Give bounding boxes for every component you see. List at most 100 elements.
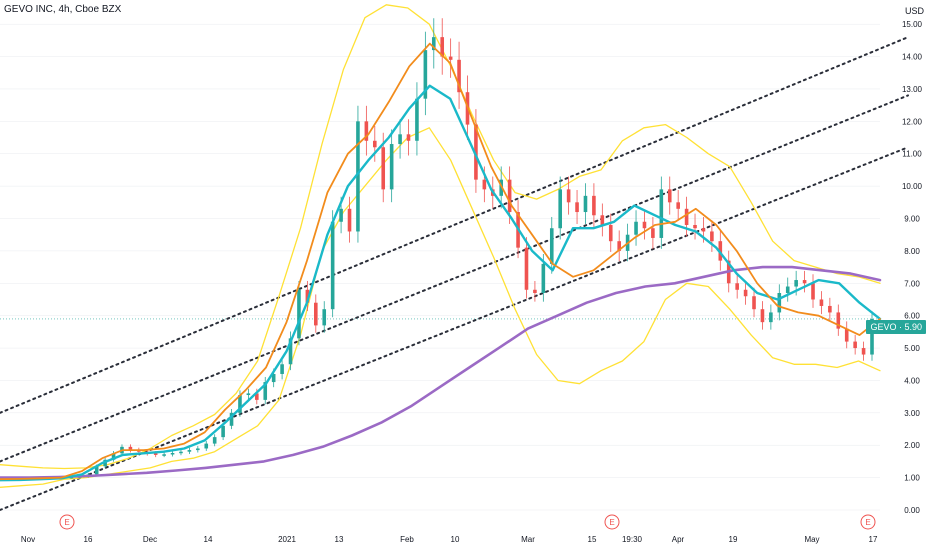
candle-body (314, 302, 318, 326)
candle-body (651, 228, 655, 238)
candle-body (111, 453, 116, 460)
candle-body (777, 293, 782, 313)
candle-body (406, 134, 411, 141)
y-tick-label: 10.00 (902, 182, 923, 191)
x-tick-label: 15 (588, 535, 597, 544)
candle-body (482, 179, 487, 190)
candle-body (221, 425, 225, 438)
candle-body (448, 56, 453, 60)
current-price-tag: GEVO · 5.90 (866, 320, 926, 334)
y-tick-label: 11.00 (902, 150, 922, 159)
candle-body (541, 263, 546, 294)
candle-body (794, 280, 798, 287)
candle-body (507, 179, 512, 213)
y-tick-label: 4.00 (904, 376, 920, 385)
trend-line-3 (0, 146, 909, 511)
candle-body (246, 393, 251, 396)
x-tick-label: 14 (204, 535, 213, 544)
ma-mid-line (0, 84, 882, 482)
candle-body (592, 195, 596, 216)
x-tick-label: 2021 (278, 535, 296, 544)
y-tick-label: 14.00 (902, 53, 923, 62)
trend-line-2 (0, 94, 909, 463)
earnings-marker (604, 514, 620, 530)
candle-body (431, 37, 436, 51)
candle-body (238, 395, 242, 413)
candle-body (179, 451, 183, 454)
y-tick-label: 5.00 (904, 344, 920, 353)
candle-body (853, 341, 857, 349)
y-tick-label: 1.00 (904, 474, 920, 483)
candle-body (533, 289, 537, 294)
y-tick-label: 9.00 (904, 215, 920, 224)
y-tick-label: 3.00 (904, 409, 920, 418)
candle-body (566, 189, 571, 203)
candle-body (549, 228, 554, 264)
earnings-marker-label: E (865, 518, 870, 527)
candle-body (499, 179, 504, 196)
candle-body (415, 98, 419, 141)
candle-body (608, 224, 613, 242)
candle-body (356, 121, 360, 232)
y-tick-label: 7.00 (904, 279, 920, 288)
candle-body (372, 140, 377, 148)
candle-body (642, 221, 647, 229)
chart-title: GEVO INC, 4h, Cboe BZX (4, 4, 122, 15)
candle-body (94, 466, 99, 475)
candle-body (280, 364, 284, 374)
candle-body (364, 121, 369, 141)
candle-body (162, 454, 166, 456)
candle-body (271, 373, 276, 383)
candle-body (735, 283, 739, 290)
candle-body (760, 309, 765, 323)
candle-body (381, 147, 386, 190)
candle-body (153, 453, 158, 455)
candle-body (583, 195, 588, 213)
candle-body (828, 305, 832, 313)
x-tick-label: 13 (335, 535, 344, 544)
candle-body (802, 280, 807, 284)
y-tick-label: 15.00 (902, 20, 923, 29)
candle-body (676, 202, 680, 209)
x-tick-label: 17 (869, 535, 878, 544)
ma-slow-line (0, 265, 882, 479)
candle-body (255, 393, 259, 400)
y-tick-label: 0.00 (904, 506, 920, 515)
candle-body (288, 338, 293, 365)
earnings-marker (59, 514, 75, 530)
x-tick-label: Nov (21, 535, 35, 544)
candle-body (659, 189, 664, 238)
candle-body (617, 241, 621, 251)
candle-body (212, 437, 217, 444)
candle-body (667, 189, 672, 203)
candle-body (684, 208, 689, 225)
candle-body (347, 208, 352, 232)
earnings-marker-label: E (609, 518, 614, 527)
candle-body (457, 59, 461, 93)
candle-body (389, 144, 394, 190)
candle-body (229, 412, 234, 426)
y-tick-label: 2.00 (904, 441, 920, 450)
candle-body (861, 348, 866, 355)
y-tick-label: 8.00 (904, 247, 920, 256)
candle-body (524, 247, 529, 290)
candle-body (752, 296, 756, 310)
candle-body (187, 450, 192, 452)
x-tick-label: Apr (672, 535, 685, 544)
x-tick-label: Mar (521, 535, 535, 544)
candle-body (128, 446, 133, 451)
x-tick-label: 19 (729, 535, 738, 544)
y-tick-label: 13.00 (902, 85, 923, 94)
currency-label: USD (904, 6, 924, 16)
x-tick-label: 16 (84, 535, 93, 544)
candle-body (811, 283, 815, 300)
candle-body (474, 124, 478, 180)
candle-body (600, 215, 605, 225)
candle-body (297, 289, 301, 339)
candle-body (558, 189, 562, 229)
earnings-marker (860, 514, 876, 530)
x-tick-label: 10 (451, 535, 460, 544)
candle-body (870, 318, 874, 355)
candle-body (575, 202, 579, 213)
trend-line-1 (0, 36, 909, 414)
